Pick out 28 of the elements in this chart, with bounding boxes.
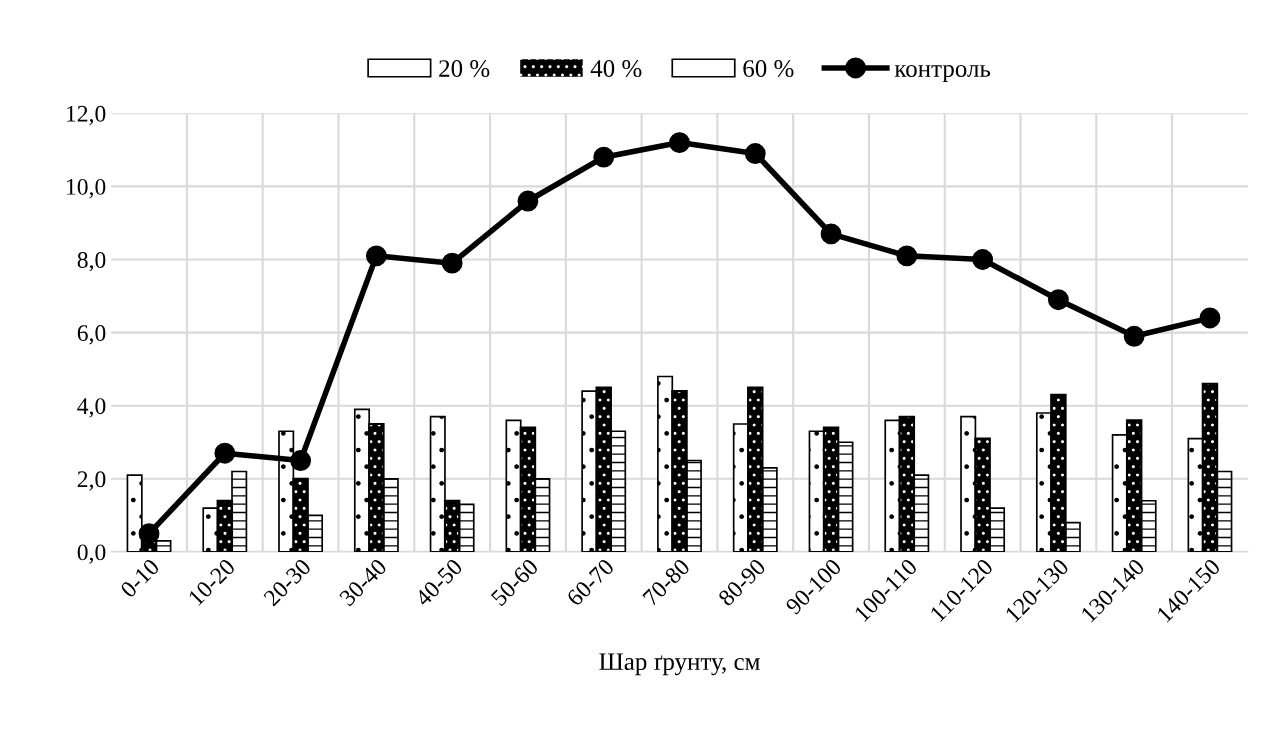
y-tick-label: 12,0 bbox=[67, 105, 106, 126]
y-tick-label: 2,0 bbox=[77, 471, 106, 491]
y-tick-label: 0,0 bbox=[77, 544, 106, 564]
point bbox=[896, 245, 918, 267]
point bbox=[669, 132, 690, 153]
point bbox=[593, 146, 615, 168]
point bbox=[1123, 325, 1145, 347]
point bbox=[820, 223, 842, 245]
x-tick-label: 0-10 bbox=[119, 557, 161, 599]
y-tick-label: 4,0 bbox=[77, 398, 106, 418]
point bbox=[517, 190, 539, 212]
legend-label: 40 % bbox=[590, 60, 642, 78]
point bbox=[214, 442, 236, 464]
point bbox=[441, 252, 463, 274]
legend-label: контроль bbox=[894, 64, 991, 83]
y-tick-label: 10,0 bbox=[67, 178, 106, 199]
y-tick-label: 8,0 bbox=[77, 252, 106, 272]
point bbox=[138, 523, 160, 545]
point bbox=[290, 450, 312, 471]
legend-label: 20 % bbox=[439, 60, 490, 78]
point bbox=[744, 143, 766, 164]
point bbox=[972, 249, 994, 270]
point bbox=[365, 245, 387, 267]
legend-label: 60 % bbox=[743, 60, 794, 78]
y-tick-label: 6,0 bbox=[77, 325, 106, 345]
point bbox=[1047, 289, 1069, 311]
point bbox=[1199, 307, 1221, 329]
x-axis-title: Шар ґрунту, см bbox=[599, 653, 760, 676]
